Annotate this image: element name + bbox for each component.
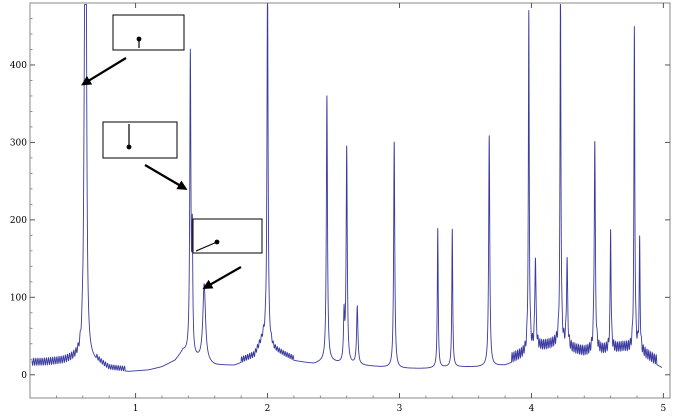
- inset-box: [112, 14, 185, 51]
- y-tick-label: 0: [21, 371, 27, 381]
- y-axis: 0 100 200 300 400: [10, 18, 670, 381]
- annotation-arrow: [202, 266, 242, 290]
- inset-stem: [195, 241, 218, 252]
- x-tick-label: 2: [265, 404, 271, 414]
- x-tick-label: 4: [529, 404, 535, 414]
- x-tick-label: 5: [661, 404, 667, 414]
- annotations: [81, 14, 263, 290]
- inset-dot: [126, 144, 132, 150]
- y-tick-label: 200: [10, 216, 27, 226]
- annotation-arrow: [144, 164, 188, 190]
- inset-dot: [136, 36, 142, 42]
- series-line-group: [31, 4, 663, 372]
- annotation-inset: [81, 14, 185, 86]
- inset-box: [102, 121, 178, 159]
- y-tick-label: 400: [10, 61, 27, 71]
- annotation-inset: [192, 218, 263, 290]
- y-tick-label: 300: [10, 138, 27, 148]
- inset-dot: [214, 239, 220, 245]
- annotation-arrow: [81, 57, 127, 86]
- series-line: [31, 4, 663, 372]
- x-tick-label: 1: [133, 404, 139, 414]
- x-tick-label: 3: [397, 404, 403, 414]
- plot-frame: [29, 2, 671, 399]
- annotation-inset: [102, 121, 188, 190]
- x-axis: 1 2 3 4 5: [55, 3, 667, 414]
- y-tick-label: 100: [10, 293, 27, 303]
